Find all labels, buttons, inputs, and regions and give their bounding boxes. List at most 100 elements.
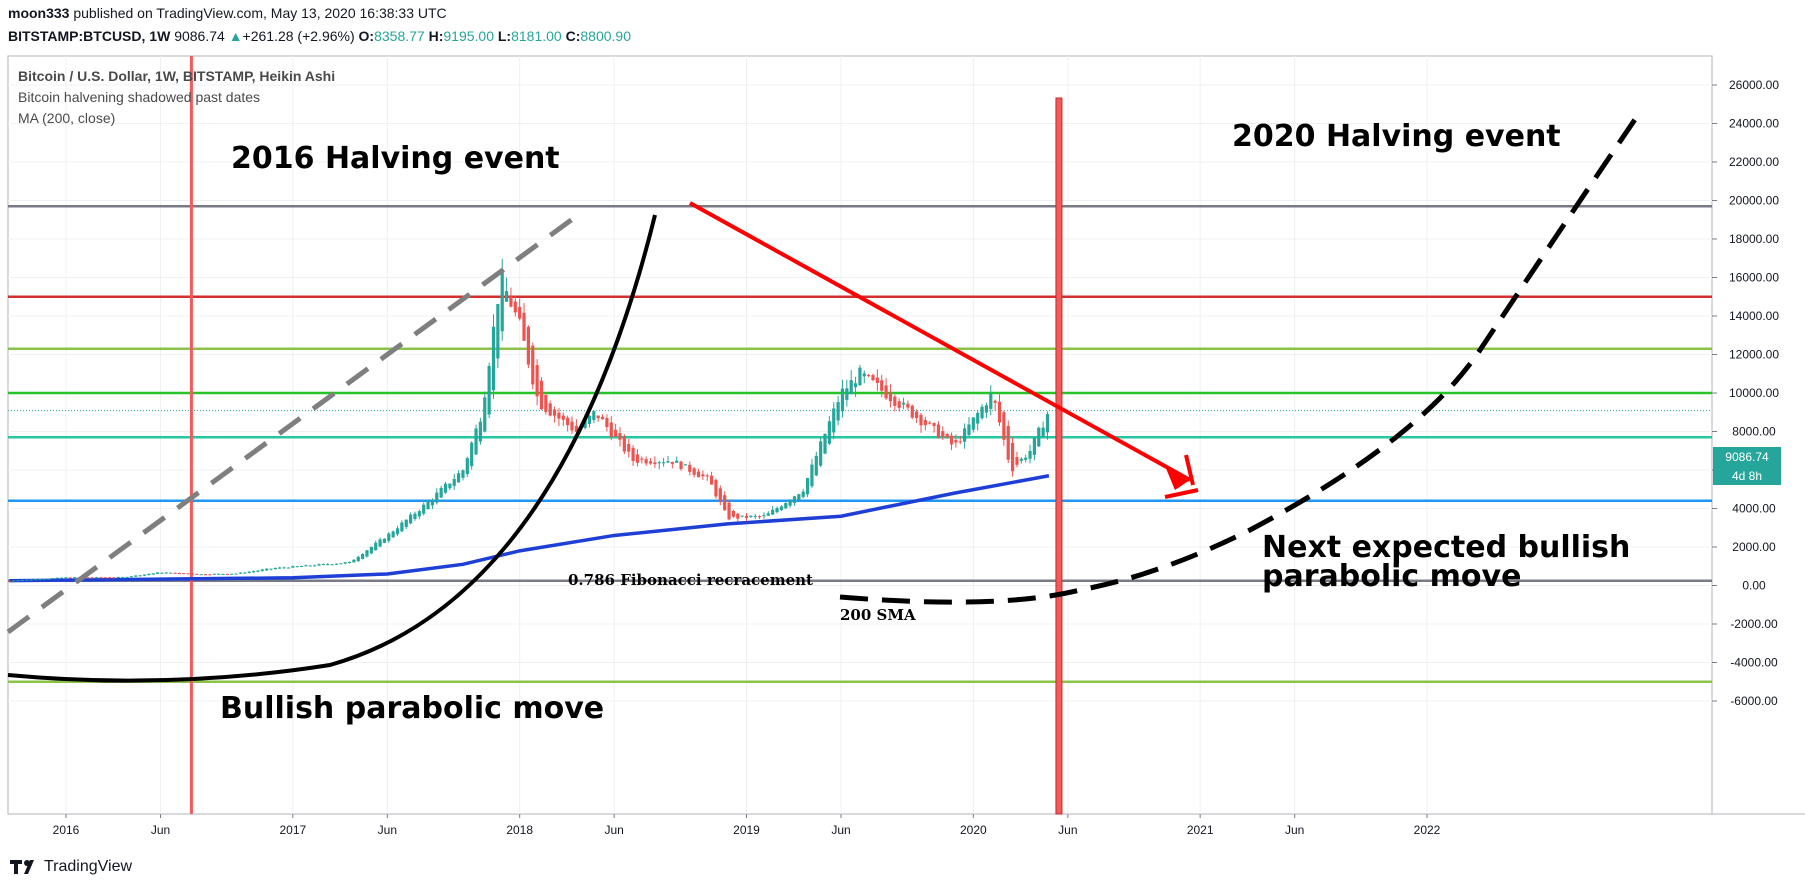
candle-body	[967, 424, 971, 436]
candle-body	[548, 403, 552, 416]
candle-body	[487, 365, 491, 415]
y-tick-label: 16000.00	[1729, 271, 1779, 285]
candle-body	[160, 572, 164, 574]
candle-body	[906, 403, 910, 408]
candle-body	[980, 406, 984, 419]
descending-trend-line[interactable]	[689, 201, 1191, 482]
parabola-curve-2016[interactable]	[7, 214, 657, 683]
candle-body	[518, 306, 522, 319]
legend-indicator-halving[interactable]: Bitcoin halvening shadowed past dates	[18, 89, 260, 105]
ma-200-line[interactable]	[9, 474, 1050, 583]
candle-body	[884, 385, 888, 399]
candle-body	[142, 574, 147, 576]
last-price-tag-value: 9086.74	[1725, 450, 1769, 464]
candle-body	[666, 461, 670, 463]
candle-body	[443, 483, 448, 493]
candle-body	[557, 412, 561, 419]
candle-body	[705, 475, 709, 477]
x-tick-label: Jun	[1058, 823, 1077, 837]
candle-body	[260, 569, 264, 572]
y-tick-label: -6000.00	[1730, 694, 1778, 708]
candle-body	[531, 345, 535, 385]
candle-body	[33, 579, 38, 581]
candle-body	[339, 563, 343, 565]
candle-body	[435, 492, 439, 503]
candle-body	[897, 401, 901, 408]
candle-body	[993, 400, 997, 403]
candle-body	[496, 303, 500, 359]
plot-area[interactable]	[7, 55, 1713, 815]
candle-body	[38, 579, 42, 581]
candle-body	[945, 433, 949, 438]
symbol-label: BITSTAMP:BTCUSD, 1W	[8, 28, 171, 44]
candle-body	[129, 576, 134, 578]
candle-body	[51, 578, 55, 580]
candle-body	[199, 574, 203, 576]
candle-body	[731, 511, 736, 517]
candle-body	[792, 496, 797, 503]
candle-body	[422, 504, 426, 514]
candle-body	[395, 528, 400, 535]
candle-body	[1015, 457, 1019, 465]
candle-body	[439, 487, 443, 498]
candle-body	[880, 380, 884, 391]
candle-body	[164, 572, 168, 574]
candle-body	[190, 573, 195, 575]
candle-body	[474, 428, 478, 455]
candle-body	[989, 392, 993, 409]
tradingview-logo-icon	[10, 860, 34, 874]
candle-body	[971, 417, 975, 430]
candle-body	[256, 570, 260, 572]
annotation-200-sma: 200 SMA	[840, 606, 916, 624]
candle-body	[644, 459, 648, 464]
candle-body	[334, 563, 339, 565]
candle-body	[696, 471, 701, 478]
dashed-trend-line-grey[interactable]	[6, 212, 580, 635]
legend-indicator-ma[interactable]: MA (200, close)	[18, 110, 115, 126]
candle-body	[483, 397, 487, 432]
candle-body	[574, 425, 578, 432]
candle-body	[862, 373, 866, 377]
candle-body	[99, 577, 103, 579]
candle-body	[683, 464, 688, 466]
candle-body	[478, 421, 483, 442]
candle-body	[592, 411, 596, 420]
candle-body	[788, 500, 792, 506]
candle-body	[121, 577, 125, 579]
halving-2020-bar[interactable]	[1055, 97, 1063, 815]
author[interactable]: moon333	[8, 5, 70, 21]
y-tick-label: 22000.00	[1729, 155, 1779, 169]
countdown-tag	[1713, 466, 1781, 485]
candle-body	[304, 565, 308, 567]
candle-body	[875, 377, 879, 383]
candle-body	[356, 556, 360, 562]
candle-body	[539, 380, 544, 410]
candle-body	[614, 429, 618, 437]
candle-body	[605, 418, 609, 428]
candle-body	[16, 580, 20, 582]
candle-body	[662, 462, 666, 464]
tradingview-logo[interactable]: TradingView	[8, 858, 132, 876]
y-tick-label: 8000.00	[1732, 425, 1776, 439]
candle-body	[273, 568, 277, 570]
candle-body	[679, 461, 683, 470]
candle-body	[413, 513, 417, 519]
candle-body	[522, 312, 526, 341]
dashed-parabola-projection[interactable]	[839, 110, 1643, 605]
candle-body	[901, 402, 906, 405]
x-tick-label: 2021	[1187, 823, 1214, 837]
candle-body	[456, 473, 461, 483]
candle-body	[928, 422, 932, 424]
candle-body	[858, 367, 862, 386]
candle-body	[404, 519, 408, 527]
candle-body	[387, 533, 391, 541]
candle-body	[757, 516, 762, 518]
candle-body	[570, 421, 574, 431]
y-tick-label: -2000.00	[1730, 617, 1778, 631]
candle-body	[347, 561, 352, 564]
x-tick-label: 2017	[279, 823, 306, 837]
publish-text: published on TradingView.com, May 13, 20…	[69, 5, 447, 21]
candle-body	[426, 501, 430, 510]
candle-body	[596, 415, 600, 419]
